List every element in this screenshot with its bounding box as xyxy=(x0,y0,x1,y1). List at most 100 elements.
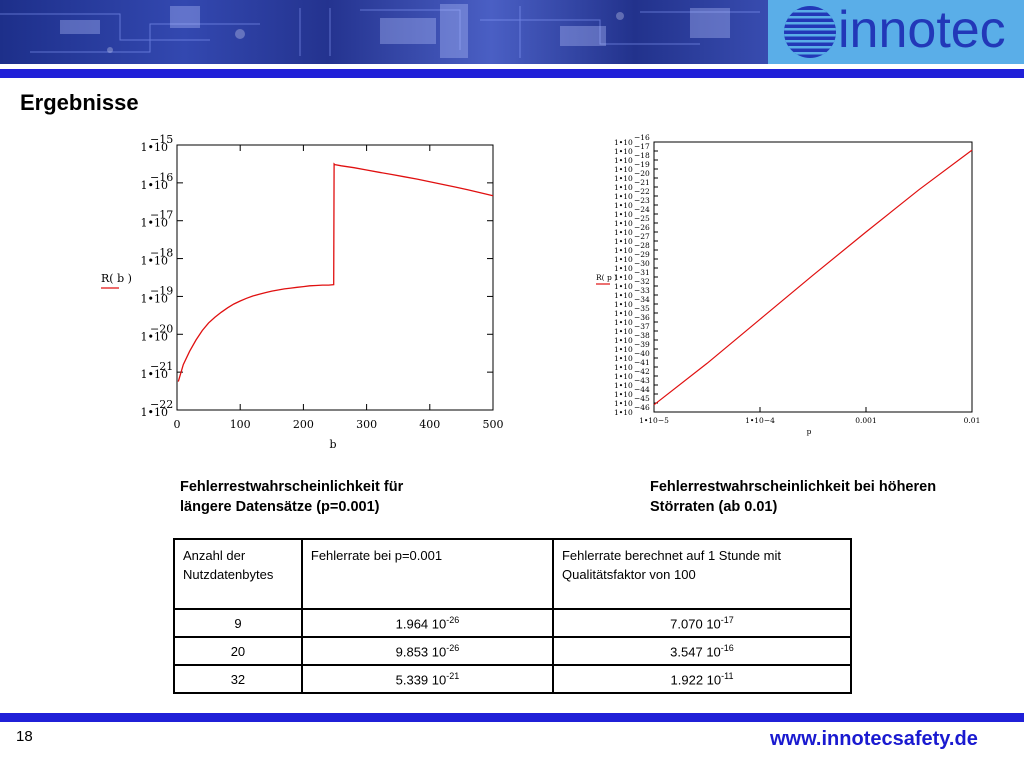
x-tick-label: 0.001 xyxy=(855,416,876,425)
website-link[interactable]: www.innotecsafety.de xyxy=(770,728,978,750)
y-tick-mantissa: 1•10 xyxy=(614,165,633,174)
y-tick-label: 1•10−31 xyxy=(614,268,650,282)
y-tick-exponent: −30 xyxy=(634,259,650,268)
table-cell-hour: 7.070 10-17 xyxy=(551,608,853,638)
bottom-divider-bar xyxy=(0,713,1024,722)
y-tick-exponent: −16 xyxy=(150,171,173,184)
caption-left-line-2: längere Datensätze (p=0.001) xyxy=(180,499,380,515)
y-tick-mantissa: 1•10 xyxy=(614,399,633,408)
y-tick-label: 1•10−34 xyxy=(614,295,650,309)
y-tick-mantissa: 1•10 xyxy=(614,219,633,228)
y-tick-label: 1•10−17 xyxy=(141,209,174,230)
y-tick-exponent: −15 xyxy=(150,133,173,146)
y-tick-exponent: −24 xyxy=(634,205,650,214)
y-tick-mantissa: 1•10 xyxy=(614,408,633,417)
y-tick-label: 1•10−16 xyxy=(141,171,174,192)
x-tick-label: 0.01 xyxy=(964,416,981,425)
x-tick-label: 400 xyxy=(419,418,440,431)
y-tick-label: 1•10−41 xyxy=(614,358,650,372)
y-tick-exponent: −29 xyxy=(634,250,650,259)
rate-exponent: -21 xyxy=(446,670,460,681)
y-tick-exponent: −45 xyxy=(634,394,650,403)
y-tick-label: 1•10−35 xyxy=(614,304,650,318)
hour-mantissa: 1.922 10 xyxy=(670,672,722,688)
y-tick-label: 1•10−19 xyxy=(141,284,174,305)
y-tick-label: 1•10−26 xyxy=(614,223,650,237)
y-tick-exponent: −26 xyxy=(634,223,650,232)
y-tick-mantissa: 1•10 xyxy=(614,309,633,318)
y-tick-mantissa: 1•10 xyxy=(614,282,633,291)
y-tick-label: 1•10−22 xyxy=(141,398,174,419)
y-tick-exponent: −36 xyxy=(634,313,650,322)
table-header-cell: Fehlerrate bei p=0.001 xyxy=(300,538,554,610)
y-tick-exponent: −17 xyxy=(634,142,650,151)
plot-frame xyxy=(653,141,973,413)
table-cell-bytes: 32 xyxy=(173,664,303,694)
x-tick-label: 1•10−5 xyxy=(639,416,669,425)
y-tick-label: 1•10−22 xyxy=(614,187,650,201)
y-tick-label: 1•10−37 xyxy=(614,322,650,336)
y-tick-label: 1•10−40 xyxy=(614,349,650,363)
chart-right: 1•10−161•10−171•10−181•10−191•10−201•10−… xyxy=(596,133,981,436)
y-tick-exponent: −20 xyxy=(150,322,173,335)
y-tick-exponent: −42 xyxy=(634,367,650,376)
y-axis-label: R( b ) xyxy=(101,272,132,285)
slide-title: Ergebnisse xyxy=(20,90,139,115)
y-tick-mantissa: 1•10 xyxy=(614,318,633,327)
y-tick-exponent: −18 xyxy=(634,151,650,160)
y-tick-exponent: −22 xyxy=(150,398,173,411)
chart-left: 1•10−151•10−161•10−171•10−181•10−191•10−… xyxy=(101,133,504,451)
series-line xyxy=(177,162,494,382)
y-tick-mantissa: 1•10 xyxy=(614,138,633,147)
y-tick-label: 1•10−27 xyxy=(614,232,650,246)
rate-mantissa: 5.339 10 xyxy=(395,672,447,688)
y-tick-exponent: −33 xyxy=(634,286,650,295)
y-tick-mantissa: 1•10 xyxy=(141,179,168,192)
plot-frame xyxy=(176,144,494,411)
y-tick-mantissa: 1•10 xyxy=(141,330,168,343)
y-tick-mantissa: 1•10 xyxy=(614,273,633,282)
hour-mantissa: 3.547 10 xyxy=(670,644,721,660)
y-tick-label: 1•10−32 xyxy=(614,277,650,291)
results-table: Anzahl der Nutzdatenbytes Fehlerrate bei… xyxy=(173,538,853,694)
y-tick-mantissa: 1•10 xyxy=(614,237,633,246)
y-tick-exponent: −20 xyxy=(634,169,650,178)
y-tick-label: 1•10−21 xyxy=(141,360,174,381)
y-tick-mantissa: 1•10 xyxy=(141,141,168,154)
y-tick-mantissa: 1•10 xyxy=(614,201,633,210)
y-tick-mantissa: 1•10 xyxy=(141,406,168,419)
y-tick-label: 1•10−25 xyxy=(614,214,650,228)
table-cell-rate: 5.339 10-21 xyxy=(300,664,554,694)
y-tick-mantissa: 1•10 xyxy=(614,327,633,336)
y-tick-exponent: −19 xyxy=(150,284,173,297)
caption-right-line-2: Störraten (ab 0.01) xyxy=(650,499,778,515)
y-tick-mantissa: 1•10 xyxy=(614,381,633,390)
y-tick-exponent: −32 xyxy=(634,277,650,286)
x-tick-label: 100 xyxy=(230,418,251,431)
y-tick-exponent: −37 xyxy=(634,322,650,331)
table-cell-bytes: 9 xyxy=(173,608,303,638)
x-tick-label: 300 xyxy=(356,418,377,431)
y-tick-label: 1•10−18 xyxy=(141,247,174,268)
logo xyxy=(768,0,1024,64)
table-header-cell: Fehlerrate berechnet auf 1 Stunde mit Qu… xyxy=(551,538,853,610)
y-axis-label: R( p ) xyxy=(596,273,617,282)
x-axis-label: b xyxy=(329,438,336,451)
y-tick-exponent: −39 xyxy=(634,340,650,349)
y-tick-label: 1•10−38 xyxy=(614,331,650,345)
table-header-row: Anzahl der Nutzdatenbytes Fehlerrate bei… xyxy=(173,538,853,610)
hour-mantissa: 7.070 10 xyxy=(670,616,721,632)
rate-mantissa: 1.964 10 xyxy=(395,616,447,632)
caption-left: Fehlerrestwahrscheinlichkeit für längere… xyxy=(180,477,403,517)
y-tick-exponent: −43 xyxy=(634,376,650,385)
y-tick-label: 1•10−39 xyxy=(614,340,650,354)
y-tick-mantissa: 1•10 xyxy=(614,336,633,345)
y-tick-exponent: −21 xyxy=(150,360,173,373)
y-tick-exponent: −17 xyxy=(150,209,173,222)
y-tick-mantissa: 1•10 xyxy=(141,368,168,381)
header-banner: innotec xyxy=(0,0,1024,64)
x-tick-label: 1•10−4 xyxy=(745,416,775,425)
y-tick-label: 1•10−23 xyxy=(614,196,650,210)
x-axis-label: p xyxy=(807,427,812,436)
y-tick-label: 1•10−28 xyxy=(614,241,650,255)
